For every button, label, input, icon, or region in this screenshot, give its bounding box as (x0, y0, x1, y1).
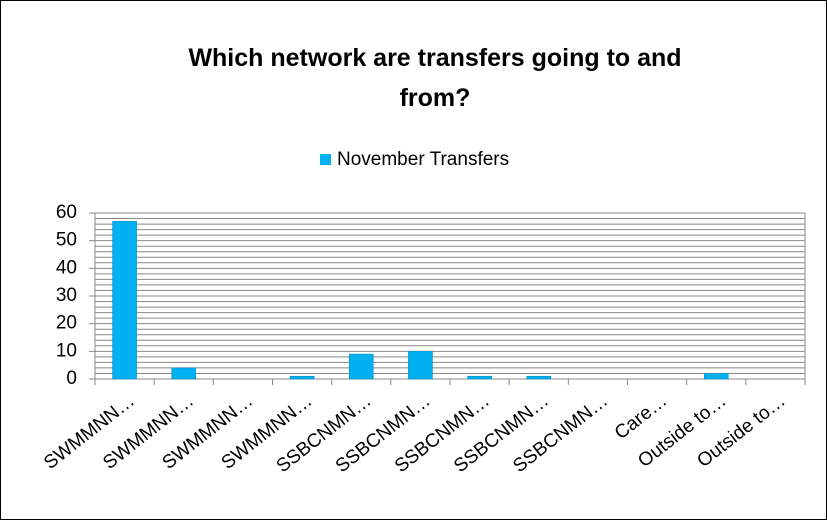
legend-label: November Transfers (337, 149, 509, 170)
y-tick-label: 30 (56, 285, 77, 306)
y-tick-label: 60 (56, 202, 77, 223)
y-tick-label: 20 (56, 313, 77, 334)
y-tick-label: 0 (66, 368, 77, 389)
bar (348, 353, 374, 380)
y-tick-label: 10 (56, 340, 77, 361)
y-tick-label: 40 (56, 257, 77, 278)
bar (171, 367, 197, 380)
bar (467, 375, 492, 380)
legend-swatch (320, 154, 331, 165)
bar (408, 351, 433, 380)
bar (289, 375, 315, 380)
y-tick-label: 50 (56, 230, 77, 251)
chart-title: Which network are transfers going to and… (188, 44, 682, 112)
bar (112, 221, 137, 380)
bar (703, 373, 729, 380)
bar (526, 375, 552, 380)
